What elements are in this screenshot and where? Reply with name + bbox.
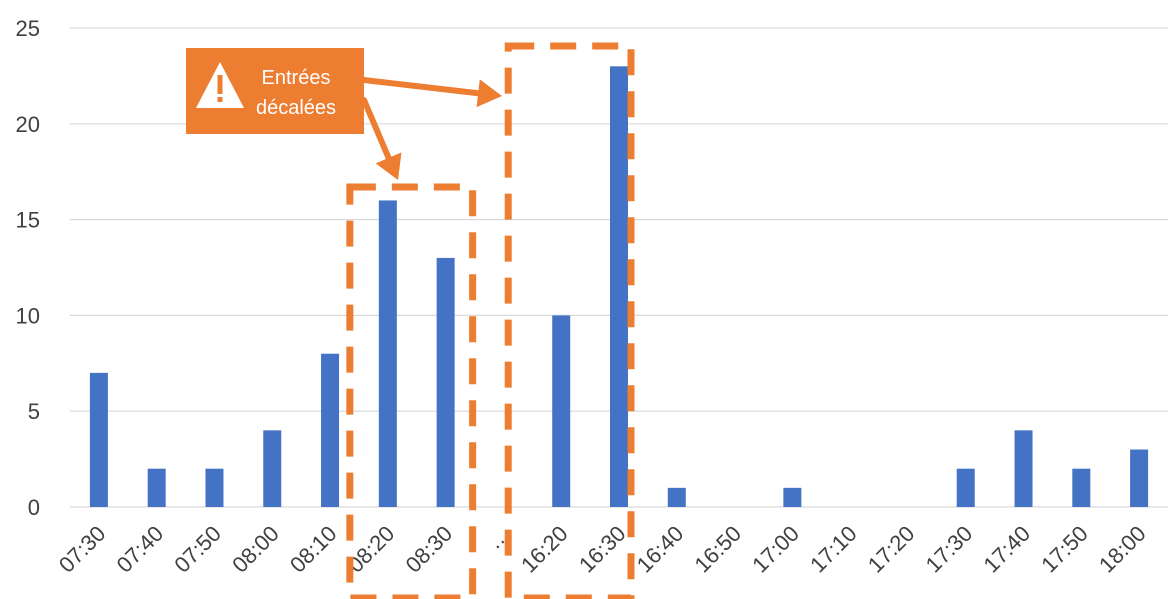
bars	[89, 66, 1149, 507]
callout-line-1: Entrées	[262, 67, 331, 89]
x-tick-label: 18:00	[1094, 521, 1151, 578]
x-tick-label: 08:10	[285, 521, 342, 578]
bar	[436, 257, 455, 507]
x-tick-label: 16:50	[690, 521, 747, 578]
x-tick-label: 17:10	[805, 521, 862, 578]
bar	[1130, 449, 1149, 507]
x-tick-label: 16:40	[632, 521, 689, 578]
x-tick-label: 16:20	[516, 521, 573, 578]
x-tick-label: 17:00	[747, 521, 804, 578]
bar	[321, 353, 340, 507]
highlight-box-2	[504, 42, 635, 599]
x-tick-label: 08:30	[401, 521, 458, 578]
bar	[610, 66, 628, 507]
y-tick-label: 20	[16, 112, 40, 137]
bar	[1072, 468, 1091, 507]
x-axis-ticks: 07:30 07:40 07:50 08:00 08:10 08:20 08:30… 16:2…	[54, 521, 1151, 578]
y-tick-label: 5	[28, 399, 40, 424]
bar	[783, 487, 802, 507]
arrow-to-box-1	[361, 97, 402, 180]
x-tick-label: 08:00	[227, 521, 284, 578]
callout-line-2: décalées	[256, 97, 336, 119]
x-tick-label: 17:30	[921, 521, 978, 578]
bar	[205, 468, 224, 507]
bar	[263, 430, 282, 507]
arrow-to-box-2	[361, 77, 502, 108]
x-tick-label: 16:30	[574, 521, 631, 578]
bar	[1014, 430, 1033, 507]
y-tick-label: 25	[16, 16, 40, 41]
x-tick-label: 17:40	[978, 521, 1035, 578]
warning-icon	[196, 62, 244, 108]
bar	[667, 487, 686, 507]
y-tick-label: 10	[16, 303, 40, 328]
y-tick-label: 15	[16, 208, 40, 233]
bar	[956, 468, 975, 507]
highlight-box-1	[346, 183, 477, 599]
x-tick-label: 17:50	[1036, 521, 1093, 578]
bar	[89, 372, 108, 507]
x-tick-label: 07:30	[54, 521, 111, 578]
x-tick-label: 07:50	[169, 521, 226, 578]
bar	[378, 200, 397, 507]
y-axis-ticks: 0 5 10 15 20 25	[16, 16, 40, 520]
x-tick-label: 07:40	[112, 521, 169, 578]
callout: Entrées décalées	[186, 48, 502, 180]
highlight-boxes	[346, 42, 635, 599]
y-tick-label: 0	[28, 495, 40, 520]
bar	[552, 315, 571, 507]
x-tick-label: 17:20	[863, 521, 920, 578]
bar	[147, 468, 166, 507]
